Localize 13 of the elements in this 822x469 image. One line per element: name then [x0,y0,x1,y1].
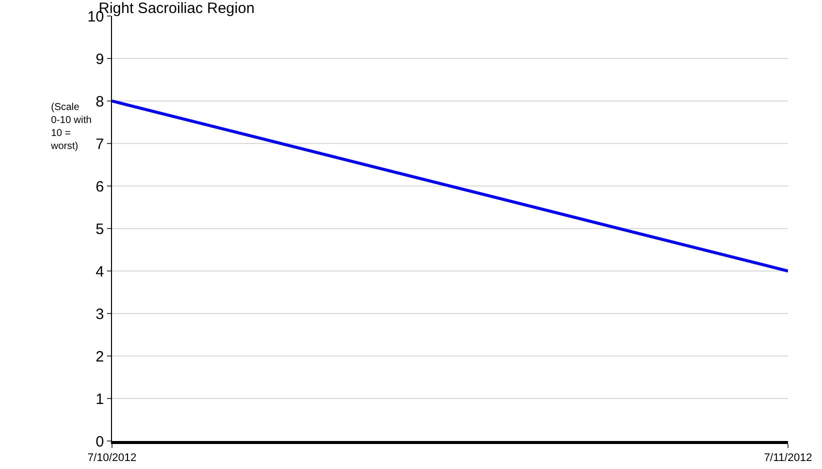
y-tick-label: 7 [96,136,104,153]
y-tick-label: 8 [96,93,104,110]
y-tick-label: 6 [96,178,104,196]
y-tick-label: 9 [96,50,104,68]
y-tick-label: 3 [96,306,104,323]
y-axis-title: (Scale 0-10 with 10 = worst) [50,102,92,152]
x-tick-label: 7/11/2012 [764,452,812,464]
x-tick-label: 7/10/2012 [88,452,136,464]
y-tick-label: 5 [96,220,104,238]
y-tick-label: 0 [96,433,104,450]
y-tick-label: 4 [96,263,104,280]
y-tick-label: 1 [96,390,104,408]
y-tick-label: 2 [96,348,104,366]
